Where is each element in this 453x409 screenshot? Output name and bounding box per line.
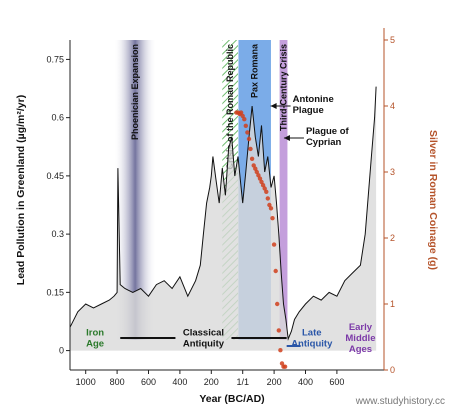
annotation-arrowhead [283,135,290,141]
x-tick-label: 600 [141,377,156,387]
annotation-arrowhead [270,103,277,109]
band-label-3: Third-Century Crisis [279,44,289,131]
annotation-0: Antonine [293,94,334,105]
era-label-3: Middle [345,333,375,344]
lead-line [69,86,377,341]
era-label-3: Ages [349,344,372,355]
era-label-1: Antiquity [183,339,225,350]
silver-point [278,348,283,353]
annotation-0: Plague [293,105,324,116]
y-tick-label: 0.75 [46,54,64,64]
annotation-1: Cyprian [306,137,342,148]
y-tick-label: 0.6 [51,113,64,123]
lead-pollution-area [70,86,377,351]
y2-tick-label: 0 [390,365,395,375]
x-tick-label: 400 [298,377,313,387]
silver-point [238,110,244,115]
silver-point [243,123,248,128]
silver-point [253,166,258,171]
y-tick-label: 0 [59,346,64,356]
annotation-1: Plague of [306,126,350,137]
band-3 [279,40,288,340]
lead-pollution-series [69,86,377,341]
silver-point [251,163,256,168]
silver-point [282,364,288,369]
y-tick-label: 0.45 [46,171,64,181]
y-tick-label: 0.15 [46,287,64,297]
watermark-text: www.studyhistory.cc [355,396,445,407]
silver-point [270,216,275,221]
x-tick-label: 1/1 [236,377,249,387]
y2-tick-label: 1 [390,299,395,309]
era-label-0: Age [86,339,104,350]
y2-tick-label: 3 [390,167,395,177]
x-tick-label: 600 [329,377,344,387]
silver-point [246,136,252,142]
silver-point [264,189,269,194]
silver-point [265,196,270,201]
era-label-1: Classical [183,328,224,339]
silver-point [271,242,277,247]
silver-point [240,113,245,119]
silver-point [259,179,264,185]
y2-tick-label: 5 [390,35,395,45]
band-label-1: Crisis of the Roman Republic [225,44,235,170]
silver-point [256,173,261,178]
era-label-0: Iron [86,328,104,339]
x-axis-label: Year (BC/AD) [199,393,264,405]
era-label-2: Late [302,328,322,339]
silver-point [275,301,280,307]
y-tick-label: 0.3 [51,229,64,239]
lead-area-fill [70,86,377,351]
y2-tick-label: 2 [390,233,395,243]
era-label-2: Antiquity [291,339,333,350]
silver-point [248,146,253,152]
y2-tick-label: 4 [390,101,395,111]
x-tick-label: 200 [204,377,219,387]
band-label-0: Phoenician Expansion [130,44,140,140]
x-tick-label: 200 [267,377,282,387]
axes: 0 0.15 0.3 0.45 0.6 0.75 0 1 2 3 4 5 1000 800 600 400 20… [46,28,395,387]
era-label-3: Early [349,322,373,333]
silver-point [257,176,263,181]
silver-point [279,361,285,366]
silver-point [273,268,278,274]
silver-point [245,130,250,135]
silver-point [260,183,266,188]
silver-point [268,206,274,211]
silver-point [249,156,255,161]
y2-axis-label: Silver in Roman Coinage (g) [427,130,439,270]
band-label-2: Pax Romana [250,43,260,98]
silver-point [242,117,247,122]
y-axis-label: Lead Pollution in Greenland (µg/m²/yr) [15,95,27,285]
silver-point [276,328,281,333]
silver-coinage-series [234,110,288,369]
x-tick-label: 400 [172,377,187,387]
x-tick-label: 800 [110,377,125,387]
silver-point [262,186,267,191]
x-tick-label: 1000 [76,377,96,387]
era-labels: IronAgeClassicalAntiquityLateAntiquityEa… [86,322,375,355]
silver-point [254,169,259,175]
silver-point [267,202,272,208]
